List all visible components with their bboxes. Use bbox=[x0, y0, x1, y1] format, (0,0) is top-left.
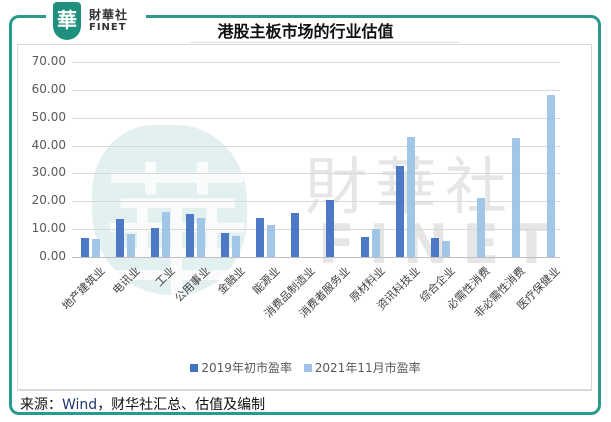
gridline bbox=[72, 145, 560, 147]
bar-2019 bbox=[361, 236, 369, 257]
title-divider bbox=[190, 42, 460, 43]
bar-2019 bbox=[256, 218, 264, 257]
bar-2019 bbox=[116, 219, 124, 257]
bar-2021 bbox=[267, 224, 275, 257]
plot-area bbox=[72, 62, 560, 258]
bar-2019 bbox=[431, 238, 439, 257]
bar-2021 bbox=[442, 240, 450, 257]
bar-2021 bbox=[92, 238, 100, 257]
legend-item-2019: 2019年初市盈率 bbox=[190, 361, 295, 375]
bar-2021 bbox=[197, 218, 205, 257]
bar-2021 bbox=[407, 136, 415, 257]
legend-swatch-icon bbox=[190, 364, 199, 372]
bar-2021 bbox=[127, 233, 135, 257]
gridline bbox=[72, 173, 560, 175]
chart-frame bbox=[9, 15, 601, 415]
y-tick-label: 20.00 bbox=[31, 193, 66, 208]
y-tick-label: 50.00 bbox=[31, 109, 66, 124]
source-divider bbox=[17, 390, 592, 391]
logo-name-en: FINET bbox=[89, 22, 127, 33]
legend: 2019年初市盈率 2021年11月市盈率 bbox=[0, 359, 611, 376]
bar-2021 bbox=[477, 198, 485, 257]
y-tick-label: 0.00 bbox=[39, 249, 66, 263]
gridline bbox=[72, 62, 560, 63]
watermark-text-cn: 財華社 bbox=[305, 155, 515, 219]
bar-2019 bbox=[151, 228, 159, 257]
y-tick-label: 10.00 bbox=[31, 221, 66, 236]
gridline bbox=[72, 229, 560, 231]
logo-name-cn: 財華社 bbox=[89, 8, 129, 22]
bar-2021 bbox=[232, 236, 240, 257]
plot-area-border bbox=[17, 44, 592, 390]
chart-title: 港股主板市场的行业估值 bbox=[217, 22, 394, 41]
legend-item-2021: 2021年11月市盈率 bbox=[303, 361, 421, 375]
finet-logo: 華 財華社 FINET bbox=[53, 2, 143, 40]
source-note: 来源：Wind，财华社汇总、估值及编制 bbox=[20, 394, 265, 414]
bar-2021 bbox=[547, 95, 555, 257]
bar-2019 bbox=[396, 165, 404, 257]
bar-2021 bbox=[512, 137, 520, 257]
gridline bbox=[72, 89, 560, 91]
bar-2019 bbox=[221, 233, 229, 257]
source-provider: Wind bbox=[62, 397, 98, 413]
gridline bbox=[72, 117, 560, 119]
bar-2021 bbox=[162, 212, 170, 257]
y-tick-label: 60.00 bbox=[31, 81, 66, 96]
y-tick-label: 30.00 bbox=[31, 165, 66, 180]
gridline bbox=[72, 201, 560, 203]
source-prefix: 来源： bbox=[20, 397, 62, 413]
legend-label: 2021年11月市盈率 bbox=[314, 361, 421, 375]
source-rest: ，财华社汇总、估值及编制 bbox=[97, 397, 266, 413]
legend-label: 2019年初市盈率 bbox=[201, 361, 292, 375]
bar-2019 bbox=[186, 214, 194, 257]
logo-badge-icon: 華 bbox=[53, 2, 81, 40]
gridline bbox=[72, 257, 560, 258]
bar-2021 bbox=[372, 229, 380, 257]
y-tick-label: 40.00 bbox=[31, 137, 66, 152]
bar-2019 bbox=[326, 200, 334, 257]
y-tick-label: 70.00 bbox=[31, 54, 66, 68]
bar-2019 bbox=[81, 238, 89, 257]
bar-2019 bbox=[291, 213, 299, 257]
legend-swatch-icon bbox=[303, 364, 312, 372]
